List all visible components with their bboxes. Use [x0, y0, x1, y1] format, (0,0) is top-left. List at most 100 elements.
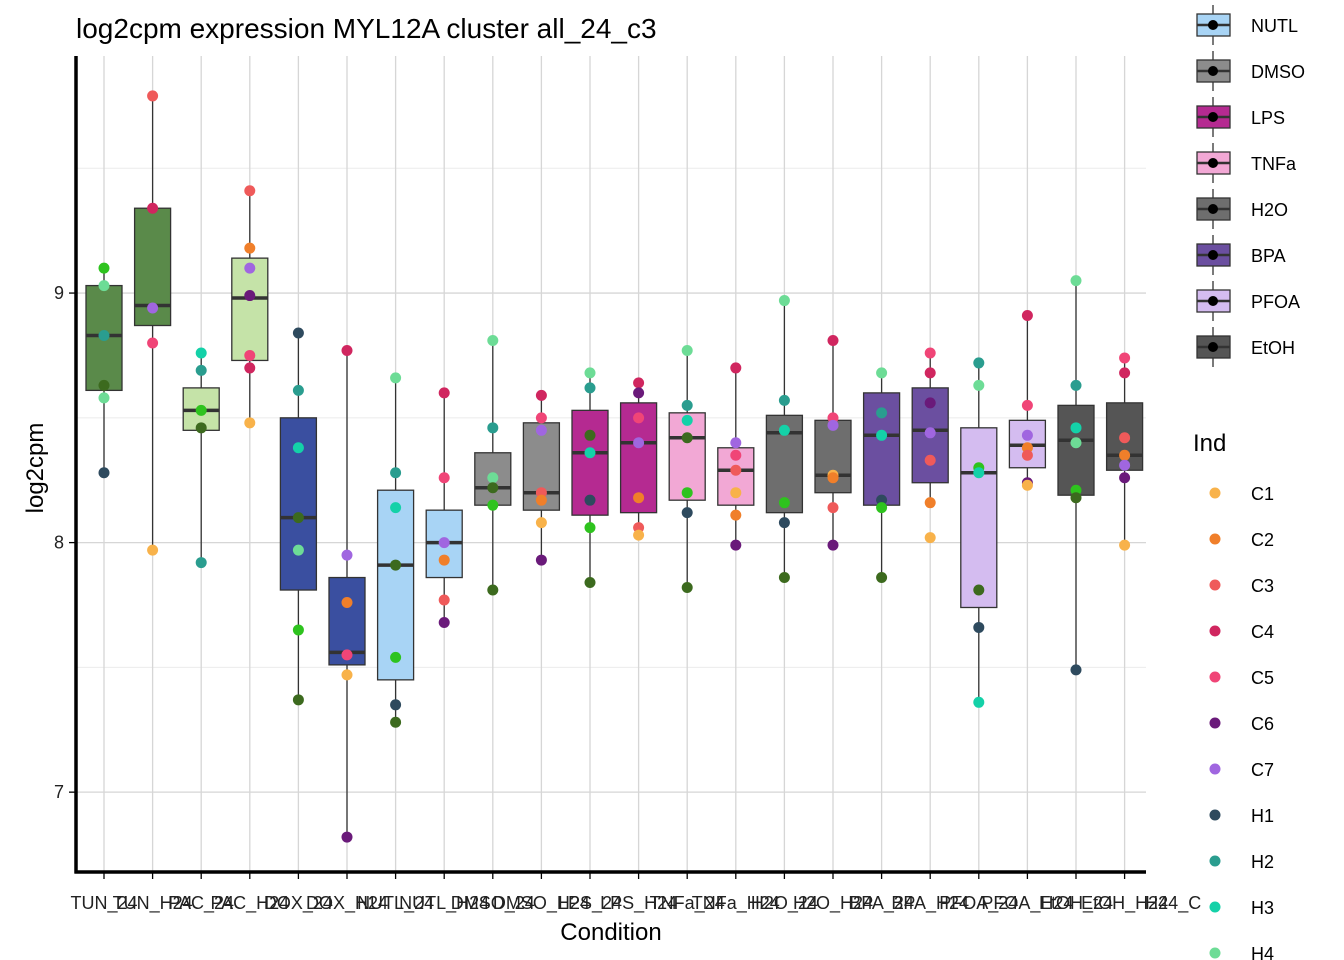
- point-C6: [341, 831, 353, 843]
- point-H24: [1070, 492, 1082, 504]
- point-H24: [681, 432, 693, 444]
- legend-ind-label: C1: [1251, 484, 1274, 504]
- legend-condition-label: TNFa: [1251, 154, 1297, 174]
- point-C12: [390, 651, 402, 663]
- box-DOX_H24: [328, 350, 366, 838]
- point-C12: [487, 499, 499, 511]
- point-H4: [98, 392, 110, 404]
- y-tick-label: 8: [54, 533, 64, 553]
- legend-ind-entry-C6: C6: [1209, 714, 1274, 734]
- legend-ind-dot: [1209, 809, 1221, 821]
- point-C5: [341, 649, 353, 661]
- x-tick-label: EtOH_24: [1039, 893, 1113, 914]
- point-C7: [341, 549, 353, 561]
- point-C7: [1119, 459, 1131, 471]
- point-C12: [292, 624, 304, 636]
- point-C4: [244, 362, 256, 374]
- legend-ind-entry-C2: C2: [1209, 530, 1274, 550]
- box-LPS_24: [571, 372, 609, 583]
- x-tick-label: H2O_24: [751, 893, 818, 914]
- point-H4: [1070, 275, 1082, 287]
- point-H2: [292, 384, 304, 396]
- point-C12: [584, 522, 596, 534]
- box-NUTL_24: [376, 377, 415, 723]
- box-H2O_24: [765, 300, 804, 578]
- point-C7: [1021, 429, 1033, 441]
- point-C5: [730, 449, 742, 461]
- legend-ind-dot: [1209, 579, 1221, 591]
- point-H24: [390, 559, 402, 571]
- x-tick-label: TNFa_24: [650, 893, 725, 914]
- legend-ind-title: Ind: [1193, 430, 1226, 457]
- point-C4: [1119, 367, 1131, 379]
- point-H4: [876, 367, 888, 379]
- legend-ind-entry-H2: H2: [1209, 852, 1274, 872]
- x-tick-label: LPS_H24: [600, 893, 677, 914]
- point-C1: [147, 544, 159, 556]
- point-C1: [244, 417, 256, 429]
- point-C4: [633, 377, 645, 389]
- point-C4: [924, 367, 936, 379]
- box-iqr: [960, 427, 998, 609]
- box-TNFa_24: [668, 350, 706, 588]
- x-tick-label: EtOH_H24: [1081, 893, 1168, 914]
- point-H3: [390, 502, 402, 514]
- legend-ind-label: C5: [1251, 668, 1274, 688]
- legend-key-point: [1208, 112, 1218, 122]
- point-C5: [147, 337, 159, 349]
- legend-ind-entry-C3: C3: [1209, 576, 1274, 596]
- point-C7: [633, 437, 645, 449]
- point-H24: [876, 572, 888, 584]
- legend-ind-dot: [1209, 901, 1221, 913]
- point-H2: [195, 557, 207, 569]
- x-tick-label: H24_C: [1145, 893, 1201, 914]
- point-C2: [438, 554, 450, 566]
- point-H1: [778, 517, 790, 529]
- box-LPS_H24: [619, 382, 658, 528]
- point-H2: [778, 394, 790, 406]
- x-tick-label: LPS_24: [558, 893, 622, 914]
- x-tick-label: DOX_H24: [306, 893, 388, 914]
- legend-ind-label: C3: [1251, 576, 1274, 596]
- point-H24: [584, 577, 596, 589]
- point-C3: [438, 594, 450, 606]
- point-C4: [147, 202, 159, 214]
- legend-ind: C1 C2 C3 C4 C5 C6 C7 H1 H2 H3 H4: [1209, 484, 1274, 960]
- legend-condition-entry-EtOH: EtOH: [1196, 327, 1295, 367]
- y-tick-label: 9: [54, 283, 64, 303]
- x-tick-label: TUN_H24: [113, 893, 193, 914]
- point-C5: [438, 472, 450, 484]
- point-C6: [438, 616, 450, 628]
- legend-condition-entry-PFOA: PFOA: [1196, 281, 1300, 321]
- box-EtOH_24: [1057, 280, 1095, 670]
- point-C3: [730, 464, 742, 476]
- legend-ind-entry-C7: C7: [1209, 760, 1274, 780]
- point-C5: [1119, 352, 1131, 364]
- point-H1: [292, 327, 304, 339]
- legend-condition-label: EtOH: [1251, 338, 1295, 358]
- x-tick-label: BPA_24: [849, 893, 914, 914]
- point-H1: [973, 621, 985, 633]
- point-H1: [390, 699, 402, 711]
- point-H4: [778, 295, 790, 307]
- legend-ind-entry-C1: C1: [1209, 484, 1274, 504]
- point-C7: [827, 419, 839, 431]
- x-tick-label: BPA_H24: [891, 893, 969, 914]
- point-C2: [633, 492, 645, 504]
- point-C4: [827, 334, 839, 346]
- y-tick-label: 7: [54, 782, 64, 802]
- point-C4: [730, 362, 742, 374]
- point-H24: [584, 429, 596, 441]
- point-H4: [487, 334, 499, 346]
- legend-ind-dot: [1209, 717, 1221, 729]
- point-H24: [195, 422, 207, 434]
- legend-key-point: [1208, 342, 1218, 352]
- legend-condition-label: BPA: [1251, 246, 1286, 266]
- point-C1: [633, 529, 645, 541]
- legend-condition-entry-LPS: LPS: [1196, 97, 1285, 137]
- point-C1: [924, 532, 936, 544]
- box-BPA_24: [862, 372, 901, 578]
- point-H24: [973, 584, 985, 596]
- point-C3: [924, 454, 936, 466]
